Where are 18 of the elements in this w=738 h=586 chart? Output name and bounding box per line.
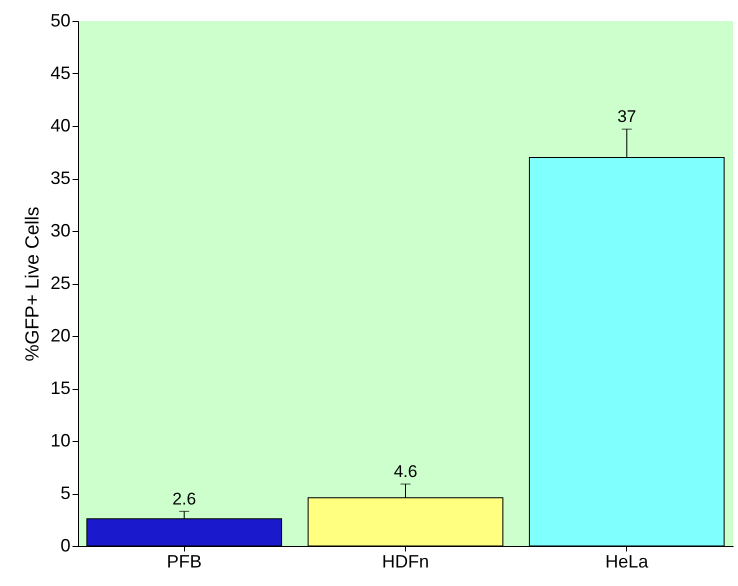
y-tick-label: 50 — [50, 10, 70, 30]
x-tick-label: HeLa — [605, 552, 650, 572]
y-tick-label: 35 — [50, 168, 70, 188]
y-tick-label: 5 — [60, 483, 70, 503]
y-tick-label: 20 — [50, 326, 70, 346]
y-tick-label: 15 — [50, 378, 70, 398]
y-tick-label: 30 — [50, 220, 70, 240]
data-label: 37 — [617, 107, 636, 126]
y-tick-label: 25 — [50, 273, 70, 293]
data-label: 4.6 — [394, 462, 418, 482]
y-tick-label: 40 — [50, 116, 70, 136]
y-axis-title: %GFP+ Live Cells — [22, 206, 44, 362]
y-tick-label: 10 — [50, 430, 70, 450]
x-tick-label: PFB — [166, 552, 202, 572]
y-tick-label: 45 — [50, 63, 70, 83]
x-tick-label: HDFn — [382, 552, 430, 572]
data-label: 2.6 — [172, 489, 196, 508]
y-tick-label: 0 — [60, 536, 70, 556]
